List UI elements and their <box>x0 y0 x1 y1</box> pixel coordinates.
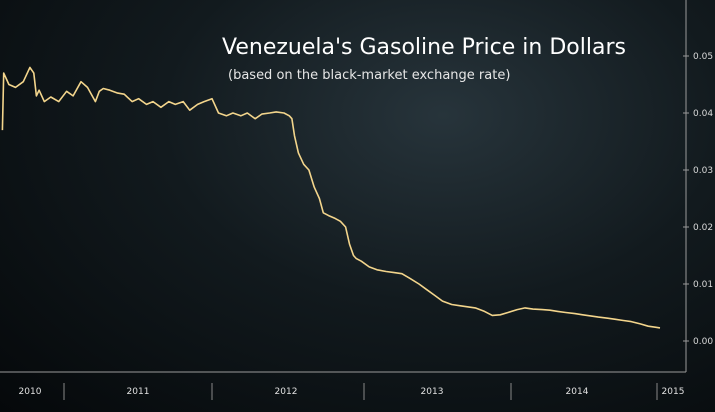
chart-subtitle: (based on the black-market exchange rate… <box>228 68 510 83</box>
x-axis: 2010 2011 2012 2013 2014 2015 <box>0 371 686 400</box>
y-tick-label: 0.04 <box>693 109 713 119</box>
y-tick-label: 0.02 <box>693 223 713 233</box>
y-tick-label: 0.03 <box>693 166 713 176</box>
y-tick-label: 0.05 <box>693 52 713 62</box>
x-tick-label: 2013 <box>421 387 444 397</box>
x-tick-label: 2014 <box>566 387 589 397</box>
x-tick-label: 2015 <box>662 387 685 397</box>
y-axis: 0.00 0.01 0.02 0.03 0.04 0.05 <box>683 0 713 372</box>
x-tick-label: 2012 <box>275 387 298 397</box>
y-tick-label: 0.01 <box>693 280 713 290</box>
chart-title: Venezuela's Gasoline Price in Dollars <box>222 35 626 60</box>
y-axis-ticks: 0.00 0.01 0.02 0.03 0.04 0.05 <box>683 52 713 347</box>
series-line <box>1 66 661 329</box>
x-tick-label: 2010 <box>19 387 42 397</box>
x-axis-ticks: 2010 2011 2012 2013 2014 2015 <box>19 383 685 400</box>
x-tick-label: 2011 <box>127 387 150 397</box>
y-tick-label: 0.00 <box>693 337 713 347</box>
